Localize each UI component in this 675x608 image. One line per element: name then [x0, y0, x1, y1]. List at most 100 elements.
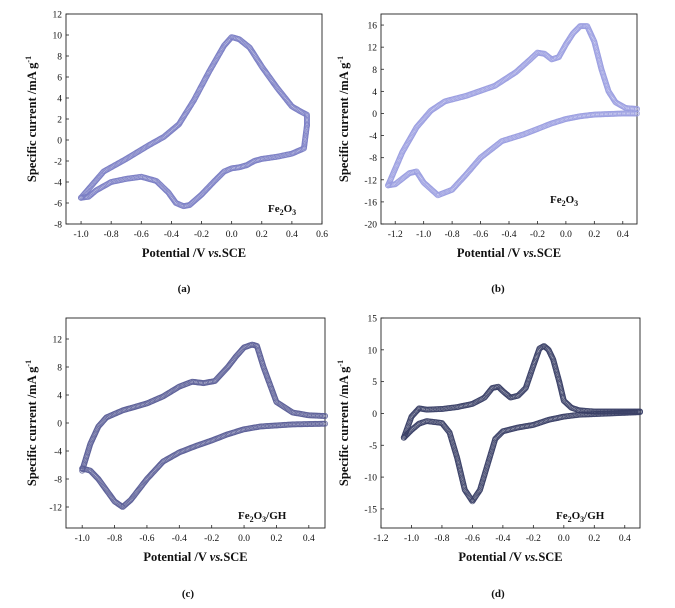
data-point: [78, 194, 85, 201]
plot-frame: [380, 13, 638, 225]
x-tick-label: -0.2: [530, 230, 545, 240]
y-tick-label: 0: [57, 420, 62, 430]
y-tick-label: -16: [364, 198, 377, 208]
panel-caption: (d): [491, 588, 505, 600]
x-axis-label: Potential /V vs.SCE: [458, 550, 562, 564]
x-tick-label: -0.6: [134, 230, 149, 240]
x-tick-label: -0.2: [204, 534, 219, 544]
series-c-1: [79, 420, 328, 510]
panel-caption: (a): [178, 283, 191, 295]
data-point: [544, 346, 551, 353]
y-tick-label: 0: [372, 410, 377, 420]
data-point: [402, 432, 409, 439]
x-tick-label: -1.0: [404, 534, 419, 544]
data-point: [401, 433, 408, 440]
y-tick-label: -8: [369, 154, 377, 164]
data-point: [79, 465, 86, 472]
y-tick-label: -4: [369, 132, 377, 142]
y-tick-label: 6: [57, 74, 62, 84]
chart-panel-a: -1.0 -0.8 -0.6 -0.4 -0.2 0.0 0.2 0.4 0.6 -8 -6 -4 -2…: [24, 11, 328, 296]
series-annotation: Fe2O3/GH: [238, 510, 287, 524]
y-tick-label: 8: [57, 53, 62, 63]
x-tick-label: 0.0: [238, 534, 250, 544]
x-tick-label: -1.0: [74, 230, 89, 240]
y-tick-label: 0: [57, 137, 62, 147]
y-axis-label: Specific current /mA g-1: [336, 360, 351, 486]
y-tick-label: 2: [57, 116, 62, 126]
y-tick-label: 12: [368, 44, 378, 54]
data-point: [546, 54, 553, 61]
y-tick-label: -6: [54, 200, 62, 210]
x-tick-label: -0.6: [473, 230, 488, 240]
x-tick-label: -0.8: [107, 534, 122, 544]
y-tick-label: 8: [372, 66, 377, 76]
x-axis-label: Potential /V vs.SCE: [143, 550, 247, 564]
x-tick-label: -0.8: [104, 230, 119, 240]
x-tick-label: 0.2: [271, 534, 283, 544]
x-tick-label: 0.0: [560, 230, 572, 240]
x-tick-label: -1.2: [388, 230, 403, 240]
x-tick-label: -0.4: [495, 534, 510, 544]
series-d-1: [400, 409, 644, 505]
x-tick-label: -1.0: [75, 534, 90, 544]
x-axis-label: Potential /V vs.SCE: [457, 246, 561, 260]
y-tick-label: -20: [364, 221, 377, 231]
panel-caption: (c): [182, 588, 195, 600]
y-axis-label: Specific current /mA g-1: [336, 56, 351, 182]
x-tick-label: -1.0: [416, 230, 431, 240]
series-annotation: Fe2O3/GH: [556, 510, 605, 524]
y-tick-label: 4: [57, 392, 62, 402]
y-tick-label: 8: [57, 364, 62, 374]
x-tick-label: 0.0: [558, 534, 570, 544]
data-point: [634, 106, 641, 113]
x-tick-label: 0.4: [303, 534, 315, 544]
x-tick-label: 0.4: [617, 230, 629, 240]
data-point: [385, 182, 392, 189]
x-tick-label: -1.2: [373, 534, 388, 544]
x-tick-label: -0.6: [139, 534, 154, 544]
series-b-1: [385, 110, 641, 199]
x-tick-label: 0.2: [588, 534, 600, 544]
series-annotation: Fe2O3: [268, 203, 296, 217]
data-point: [547, 55, 554, 62]
y-tick-label: 15: [368, 315, 378, 325]
y-tick-label: -12: [49, 504, 62, 514]
y-tick-label: 10: [368, 346, 378, 356]
x-tick-label: 0.2: [256, 230, 268, 240]
x-tick-label: 0.4: [286, 230, 298, 240]
plot-frame: [380, 317, 641, 529]
data-point: [120, 503, 127, 510]
data-point: [414, 407, 421, 414]
x-tick-label: -0.2: [194, 230, 209, 240]
y-tick-label: 4: [372, 88, 377, 98]
series-b-0: [385, 23, 641, 189]
data-point: [505, 392, 512, 399]
x-tick-label: 0.4: [619, 534, 631, 544]
y-tick-label: 10: [53, 32, 63, 42]
y-tick-label: 16: [368, 22, 378, 32]
y-axis-label: Specific current /mA g-1: [24, 360, 39, 486]
x-tick-label: -0.4: [172, 534, 187, 544]
series-a-1: [78, 122, 310, 210]
chart-panel-b: -1.2 -1.0 -0.8 -0.6 -0.4 -0.2 0.0 0.2 0.4 -20 -16 -…: [336, 13, 641, 295]
y-tick-label: -8: [54, 476, 62, 486]
x-tick-label: -0.2: [526, 534, 541, 544]
y-tick-label: -4: [54, 179, 62, 189]
x-tick-label: -0.8: [434, 534, 449, 544]
data-point: [539, 343, 546, 350]
data-point: [506, 393, 513, 400]
data-point: [321, 412, 328, 419]
series-c-0: [79, 341, 328, 474]
chart-panel-c: -1.0 -0.8 -0.6 -0.4 -0.2 0.0 0.2 0.4 -12 -8 -4 0 4 8 1…: [24, 317, 328, 600]
x-tick-label: -0.8: [445, 230, 460, 240]
y-axis-label: Specific current /mA g-1: [24, 56, 39, 182]
y-tick-label: -10: [364, 474, 377, 484]
series-annotation: Fe2O3: [550, 194, 578, 208]
y-tick-label: 12: [53, 11, 63, 21]
y-tick-label: 0: [372, 110, 377, 120]
y-tick-label: -12: [364, 176, 377, 186]
x-tick-label: 0.6: [316, 230, 328, 240]
x-tick-label: -0.4: [501, 230, 516, 240]
plot-frame: [65, 13, 323, 225]
